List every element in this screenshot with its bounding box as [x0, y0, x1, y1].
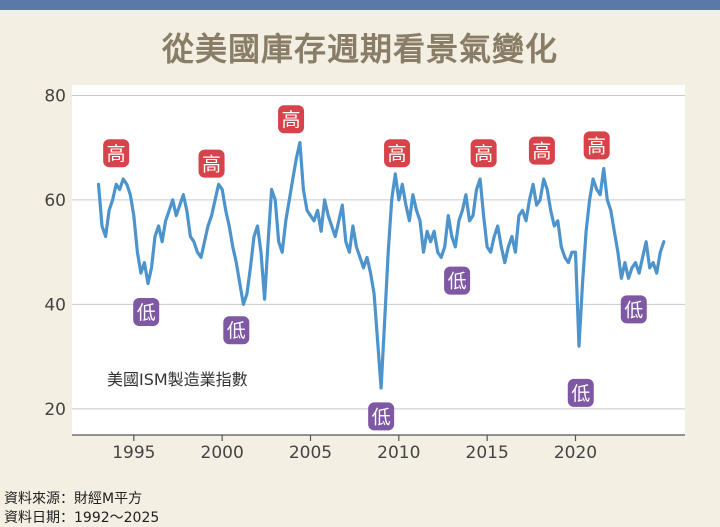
source-line: 資料來源：財經M平方 — [4, 491, 143, 507]
marker-label: 高 — [282, 109, 301, 131]
y-tick-label: 60 — [44, 191, 66, 211]
marker-label: 低 — [571, 383, 590, 405]
y-tick-label: 80 — [44, 86, 66, 106]
x-tick-label: 1995 — [112, 443, 155, 463]
chart-title: 從美國庫存週期看景氣變化 — [161, 30, 558, 68]
x-tick-label: 2010 — [377, 443, 420, 463]
marker-label: 高 — [107, 143, 126, 165]
annotation-markers: 高高高高高高高低低低低低低 — [103, 105, 647, 431]
marker-label: 高 — [587, 135, 606, 157]
marker-label: 低 — [624, 299, 643, 321]
y-tick-label: 20 — [44, 400, 66, 420]
series-line — [96, 140, 666, 390]
high-marker: 高 — [384, 139, 411, 168]
low-marker: 低 — [133, 297, 160, 326]
ism-line-chart: 204060801995 2000 2005 2010 2015 2020 高高高高高高高… — [44, 85, 685, 463]
y-tick-label: 40 — [44, 295, 66, 315]
marker-label: 高 — [388, 143, 407, 165]
top-color-bar — [0, 0, 720, 10]
marker-label: 高 — [202, 154, 221, 176]
high-marker: 高 — [583, 131, 610, 160]
x-tick-label: 2000 — [201, 443, 244, 463]
marker-label: 低 — [137, 302, 156, 324]
high-marker: 高 — [470, 139, 497, 168]
high-marker: 高 — [198, 149, 225, 178]
low-marker: 低 — [620, 295, 647, 324]
date-line: 資料日期：1992～2025 — [4, 510, 160, 526]
x-tick-label: 2015 — [466, 443, 509, 463]
marker-label: 高 — [532, 141, 551, 163]
low-marker: 低 — [567, 378, 594, 407]
series-label: 美國ISM製造業指數 — [107, 370, 248, 389]
low-marker: 低 — [368, 402, 395, 431]
tick-labels: 20 40 60 80 1995 2000 2005 2010 2015 2020 — [44, 86, 597, 463]
low-marker: 低 — [223, 316, 250, 345]
high-marker: 高 — [528, 136, 555, 165]
axes — [72, 434, 685, 441]
x-tick-label: 2020 — [554, 443, 597, 463]
marker-label: 高 — [474, 143, 493, 165]
low-marker: 低 — [444, 266, 471, 295]
marker-label: 低 — [448, 271, 467, 293]
x-tick-label: 2005 — [289, 443, 332, 463]
marker-label: 低 — [227, 320, 246, 342]
high-marker: 高 — [103, 139, 130, 168]
marker-label: 低 — [372, 406, 391, 428]
high-marker: 高 — [278, 105, 305, 134]
